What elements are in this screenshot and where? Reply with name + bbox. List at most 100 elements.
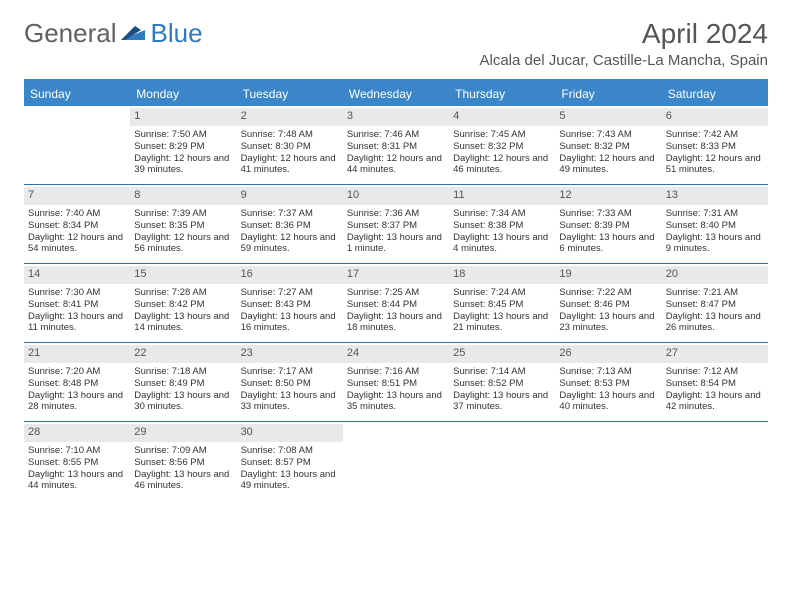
day-cell: 22Sunrise: 7:18 AMSunset: 8:49 PMDayligh… [130,343,236,421]
day-number: 18 [449,266,555,284]
day-number: 16 [237,266,343,284]
dayhead-saturday: Saturday [662,82,768,106]
sunset-text: Sunset: 8:31 PM [347,141,445,153]
sunrise-text: Sunrise: 7:17 AM [241,366,339,378]
day-number: 8 [130,187,236,205]
sunset-text: Sunset: 8:48 PM [28,378,126,390]
week-row: 1Sunrise: 7:50 AMSunset: 8:29 PMDaylight… [24,106,768,185]
sunset-text: Sunset: 8:51 PM [347,378,445,390]
daylight-text: Daylight: 12 hours and 54 minutes. [28,232,126,256]
sunrise-text: Sunrise: 7:42 AM [666,129,764,141]
daylight-text: Daylight: 13 hours and 44 minutes. [28,469,126,493]
sunrise-text: Sunrise: 7:14 AM [453,366,551,378]
sunset-text: Sunset: 8:33 PM [666,141,764,153]
sunset-text: Sunset: 8:41 PM [28,299,126,311]
day-number: 25 [449,345,555,363]
sunset-text: Sunset: 8:47 PM [666,299,764,311]
daylight-text: Daylight: 13 hours and 11 minutes. [28,311,126,335]
daylight-text: Daylight: 12 hours and 46 minutes. [453,153,551,177]
dayhead-thursday: Thursday [449,82,555,106]
daylight-text: Daylight: 12 hours and 51 minutes. [666,153,764,177]
day-number: 15 [130,266,236,284]
sunset-text: Sunset: 8:39 PM [559,220,657,232]
logo-text-general: General [24,18,117,49]
day-cell: 16 Sunrise: 7:27 AMSunset: 8:43 PMDayligh… [237,264,343,342]
sunrise-text: Sunrise: 7:50 AM [134,129,232,141]
day-number: 23 [237,345,343,363]
day-cell: 19Sunrise: 7:22 AMSunset: 8:46 PMDayligh… [555,264,661,342]
location-text: Alcala del Jucar, Castille-La Mancha, Sp… [480,52,769,69]
dayhead-friday: Friday [555,82,661,106]
day-number: 21 [24,345,130,363]
day-number: 22 [130,345,236,363]
day-cell: 18Sunrise: 7:24 AMSunset: 8:45 PMDayligh… [449,264,555,342]
daylight-text: Daylight: 13 hours and 28 minutes. [28,390,126,414]
sunrise-text: Sunrise: 7:39 AM [134,208,232,220]
page-header: General Blue April 2024 Alcala del Jucar… [24,18,768,69]
sunrise-text: Sunrise: 7:31 AM [666,208,764,220]
day-number: 30 [237,424,343,442]
sunset-text: Sunset: 8:38 PM [453,220,551,232]
day-cell: 26Sunrise: 7:13 AMSunset: 8:53 PMDayligh… [555,343,661,421]
day-number: 4 [449,108,555,126]
sunrise-text: Sunrise: 7:18 AM [134,366,232,378]
day-cell: 15Sunrise: 7:28 AMSunset: 8:42 PMDayligh… [130,264,236,342]
daylight-text: Daylight: 13 hours and 26 minutes. [666,311,764,335]
day-cell: 14Sunrise: 7:30 AMSunset: 8:41 PMDayligh… [24,264,130,342]
day-number: 29 [130,424,236,442]
sunrise-text: Sunrise: 7:13 AM [559,366,657,378]
day-number: 20 [662,266,768,284]
week-row: 14Sunrise: 7:30 AMSunset: 8:41 PMDayligh… [24,264,768,343]
logo-text-blue: Blue [151,18,203,49]
sunset-text: Sunset: 8:30 PM [241,141,339,153]
day-number: 26 [555,345,661,363]
day-number: 3 [343,108,449,126]
week-row: 28Sunrise: 7:10 AMSunset: 8:55 PMDayligh… [24,422,768,500]
day-cell [343,422,449,500]
day-cell: 30Sunrise: 7:08 AMSunset: 8:57 PMDayligh… [237,422,343,500]
daylight-text: Daylight: 13 hours and 49 minutes. [241,469,339,493]
day-number: 2 [237,108,343,126]
week-row: 7Sunrise: 7:40 AMSunset: 8:34 PMDaylight… [24,185,768,264]
day-cell: 13Sunrise: 7:31 AMSunset: 8:40 PMDayligh… [662,185,768,263]
day-number: 28 [24,424,130,442]
daylight-text: Daylight: 12 hours and 59 minutes. [241,232,339,256]
day-number: 6 [662,108,768,126]
day-cell: 1Sunrise: 7:50 AMSunset: 8:29 PMDaylight… [130,106,236,184]
sunrise-text: Sunrise: 7:24 AM [453,287,551,299]
sunrise-text: Sunrise: 7:34 AM [453,208,551,220]
sunset-text: Sunset: 8:43 PM [241,299,339,311]
calendar: Sunday Monday Tuesday Wednesday Thursday… [24,79,768,500]
daylight-text: Daylight: 12 hours and 41 minutes. [241,153,339,177]
sunset-text: Sunset: 8:32 PM [453,141,551,153]
daylight-text: Daylight: 13 hours and 46 minutes. [134,469,232,493]
weeks-container: 1Sunrise: 7:50 AMSunset: 8:29 PMDaylight… [24,106,768,500]
day-cell: 4Sunrise: 7:45 AMSunset: 8:32 PMDaylight… [449,106,555,184]
dayhead-tuesday: Tuesday [237,82,343,106]
day-cell: 20Sunrise: 7:21 AMSunset: 8:47 PMDayligh… [662,264,768,342]
day-number: 5 [555,108,661,126]
day-number: 7 [24,187,130,205]
sunrise-text: Sunrise: 7:25 AM [347,287,445,299]
sunrise-text: Sunrise: 7:33 AM [559,208,657,220]
sunrise-text: Sunrise: 7:20 AM [28,366,126,378]
day-cell [449,422,555,500]
sunrise-text: Sunrise: 7:27 AM [241,287,339,299]
day-number: 14 [24,266,130,284]
sunrise-text: Sunrise: 7:10 AM [28,445,126,457]
sunset-text: Sunset: 8:54 PM [666,378,764,390]
daylight-text: Daylight: 13 hours and 30 minutes. [134,390,232,414]
sunset-text: Sunset: 8:50 PM [241,378,339,390]
sunrise-text: Sunrise: 7:16 AM [347,366,445,378]
day-cell: 12Sunrise: 7:33 AMSunset: 8:39 PMDayligh… [555,185,661,263]
day-cell: 28Sunrise: 7:10 AMSunset: 8:55 PMDayligh… [24,422,130,500]
sunrise-text: Sunrise: 7:36 AM [347,208,445,220]
logo: General Blue [24,18,203,49]
day-cell: 6 Sunrise: 7:42 AMSunset: 8:33 PMDaylight… [662,106,768,184]
day-cell: 21 Sunrise: 7:20 AMSunset: 8:48 PMDayligh… [24,343,130,421]
day-cell: 9Sunrise: 7:37 AMSunset: 8:36 PMDaylight… [237,185,343,263]
daylight-text: Daylight: 13 hours and 1 minute. [347,232,445,256]
day-cell: 27Sunrise: 7:12 AMSunset: 8:54 PMDayligh… [662,343,768,421]
daylight-text: Daylight: 13 hours and 16 minutes. [241,311,339,335]
sunset-text: Sunset: 8:52 PM [453,378,551,390]
